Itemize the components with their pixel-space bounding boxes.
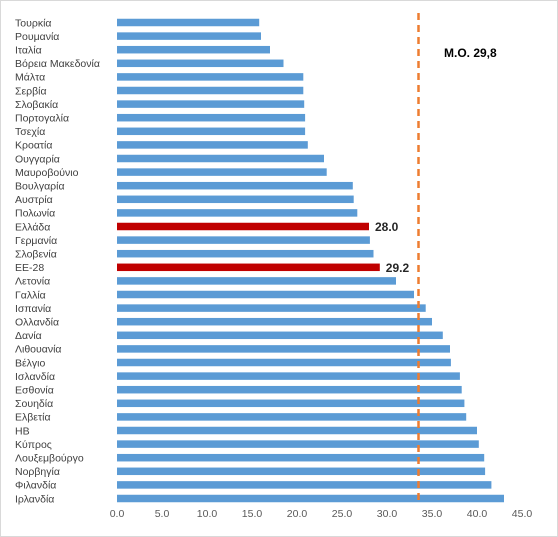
category-label: Γαλλία	[15, 289, 46, 301]
bar	[117, 413, 467, 421]
bar	[117, 453, 485, 462]
bar	[117, 494, 504, 503]
x-tick-label: 20.0	[287, 508, 308, 520]
bar	[117, 236, 370, 244]
category-label: Ολλανδία	[15, 317, 59, 329]
category-label: Πορτογαλία	[15, 113, 69, 125]
category-label: Δανία	[15, 330, 42, 342]
bar	[117, 290, 414, 299]
category-label: Μαυροβούνιο	[15, 167, 79, 179]
x-tick-label: 45.0	[512, 508, 533, 520]
bar	[117, 317, 432, 326]
bar	[117, 385, 462, 394]
category-label: Φιλανδία	[15, 480, 56, 492]
category-label: Βουλγαρία	[15, 181, 65, 193]
x-tick-label: 30.0	[377, 508, 398, 520]
category-label: Πολωνία	[15, 208, 55, 220]
bar	[117, 141, 308, 149]
bar	[117, 372, 460, 380]
bar	[117, 154, 324, 163]
bar	[117, 426, 477, 435]
category-label: Λετονία	[15, 276, 50, 288]
mean-label: Μ.Ο. 29,8	[444, 46, 497, 60]
bar	[117, 345, 450, 353]
category-label: Εσθονία	[15, 385, 54, 397]
bar	[117, 45, 270, 54]
x-tick-label: 10.0	[197, 508, 218, 520]
bar	[117, 127, 306, 136]
bar	[117, 59, 284, 68]
bar	[117, 18, 260, 27]
category-label: Βέλγιο	[15, 357, 46, 369]
bar	[117, 86, 304, 95]
category-label: ΗΒ	[15, 425, 30, 437]
bar	[117, 181, 353, 190]
category-label: Ισλανδία	[15, 371, 55, 383]
category-label: Ελλάδα	[15, 221, 50, 233]
category-label: Ρουμανία	[15, 31, 59, 43]
bar-highlight	[117, 263, 380, 272]
category-label: Αυστρία	[15, 194, 53, 206]
category-label: Κύπρος	[15, 439, 52, 451]
category-label: Γερμανία	[15, 235, 57, 247]
bar-highlight	[117, 222, 369, 231]
category-label: Τουρκία	[15, 17, 51, 29]
x-tick-label: 0.0	[110, 508, 125, 520]
x-tick-label: 5.0	[155, 508, 170, 520]
category-label: Βόρεια Μακεδονία	[15, 58, 100, 70]
data-label: 29.2	[386, 261, 410, 275]
data-label: 28.0	[375, 220, 399, 234]
bar	[117, 399, 465, 408]
category-label: Σερβία	[15, 85, 47, 97]
bar	[117, 304, 426, 312]
bar	[117, 73, 304, 81]
category-label: Σλοβενία	[15, 249, 57, 261]
category-label: Ιρλανδία	[15, 493, 54, 505]
category-label: Νορβηγία	[15, 466, 60, 478]
bar	[117, 209, 358, 217]
bar	[117, 481, 492, 489]
category-label: Κροατία	[15, 140, 52, 152]
category-label: Σλοβακία	[15, 99, 58, 111]
bar	[117, 249, 374, 258]
category-label: ΕΕ-28	[15, 262, 44, 274]
bar	[117, 32, 261, 40]
bar	[117, 277, 396, 285]
category-label: Ισπανία	[15, 303, 51, 315]
bar	[117, 100, 305, 108]
category-label: Λιθουανία	[15, 344, 62, 356]
x-tick-label: 35.0	[422, 508, 443, 520]
x-tick-label: 15.0	[242, 508, 263, 520]
category-label: Λουξεμβούργο	[15, 453, 84, 465]
category-label: Τσεχία	[15, 126, 45, 138]
category-label: Σουηδία	[15, 398, 53, 410]
bar	[117, 467, 486, 476]
category-label: Μάλτα	[15, 72, 45, 84]
category-label: Ιταλία	[15, 45, 42, 57]
bar	[117, 440, 479, 448]
bar	[117, 331, 443, 340]
category-label: Ελβετία	[15, 412, 51, 424]
category-label: Ουγγαρία	[15, 153, 60, 165]
bar	[117, 113, 306, 122]
bar	[117, 358, 451, 367]
bar	[117, 195, 354, 204]
x-tick-label: 40.0	[467, 508, 488, 520]
bar	[117, 168, 327, 176]
x-tick-label: 25.0	[332, 508, 353, 520]
